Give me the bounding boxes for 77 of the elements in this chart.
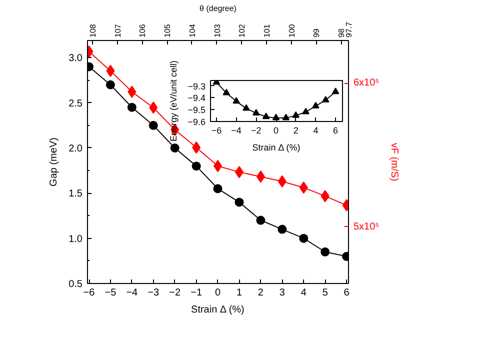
y-tick-label: 1.5 <box>68 188 83 200</box>
x-tick-label: −1 <box>190 288 202 298</box>
x-tick-label: −2 <box>169 288 181 298</box>
x-tick-label: −6 <box>83 288 96 298</box>
x2-tick-label: 107 <box>113 24 122 38</box>
point <box>322 96 330 102</box>
y-tick-label: 0.5 <box>68 279 83 290</box>
x-tick-label: −2 <box>251 126 262 136</box>
point <box>222 88 230 96</box>
x2-tick-label: 100 <box>287 24 296 38</box>
point <box>272 114 280 120</box>
point <box>282 114 290 120</box>
x2-tick-label: 98 <box>337 28 346 38</box>
point <box>106 64 115 77</box>
point <box>302 108 310 114</box>
y-tick-label: 2.5 <box>68 98 83 110</box>
x-tick-label: 0 <box>274 126 279 136</box>
point <box>278 224 287 234</box>
x2-tick-label: 101 <box>262 24 272 38</box>
x-tick-label: 6 <box>344 288 350 298</box>
x2-tick-label: 106 <box>138 24 148 38</box>
x2-tick-label: 108 <box>88 24 98 38</box>
point <box>127 102 136 112</box>
point <box>312 102 320 108</box>
point <box>148 120 158 130</box>
point <box>170 144 180 152</box>
y-tick-label: −9.6 <box>188 117 206 127</box>
y-axis-title: Gap (meV) <box>48 138 60 186</box>
x2-tick-label: 105 <box>163 24 172 38</box>
point <box>262 112 270 120</box>
point <box>232 97 240 104</box>
x2-tick-label: 102 <box>238 24 247 38</box>
point <box>234 198 244 207</box>
x-tick-label: 4 <box>300 288 307 298</box>
y-tick-label: 3.0 <box>68 53 83 64</box>
x-tick-label: −5 <box>104 288 117 298</box>
x-tick-label: −4 <box>126 288 138 298</box>
point <box>299 234 308 243</box>
x-tick-label: −3 <box>148 288 160 298</box>
x-tick-label: 2 <box>293 126 298 136</box>
x-tick-label: 6 <box>333 126 338 136</box>
x-tick-label: 1 <box>236 288 242 298</box>
point <box>256 216 266 225</box>
x-tick-label: 5 <box>322 288 328 298</box>
x-axis-title: Strain Δ (%) <box>191 304 244 316</box>
y-tick-label: −9.3 <box>188 81 206 92</box>
point <box>149 102 158 114</box>
x2-tick-label: 97.7 <box>344 21 354 38</box>
point <box>213 184 222 194</box>
x-tick-label: 0 <box>215 288 222 298</box>
x-tick-label: 4 <box>313 126 318 136</box>
point <box>192 162 201 171</box>
y-tick-label: −9.5 <box>188 105 206 116</box>
point <box>252 109 260 116</box>
y-tick-label: −9.4 <box>188 93 206 104</box>
point <box>332 88 340 94</box>
y2-tick-label: 5x10⁵ <box>354 221 380 232</box>
point <box>256 170 265 183</box>
x-axis-title: Strain Δ (%) <box>252 142 300 152</box>
x2-axis-title: θ (degree) <box>200 4 237 13</box>
point <box>320 247 330 256</box>
x2-tick-label: 103 <box>212 24 222 38</box>
point <box>106 80 115 90</box>
x2-tick-label: 104 <box>188 24 197 38</box>
x-tick-label: −4 <box>231 126 242 136</box>
y2-tick-label: 6x10⁵ <box>354 78 380 89</box>
point <box>242 104 250 111</box>
y2-axis-title: vF (m/S) <box>388 142 400 182</box>
x2-tick-label: 99 <box>312 28 322 38</box>
point <box>292 111 300 118</box>
point <box>128 86 136 98</box>
x-tick-label: 2 <box>258 288 264 298</box>
x-tick-label: 3 <box>279 288 286 298</box>
y-axis-title: Energy (eV/unit cell) <box>168 60 179 142</box>
y-tick-label: 2.0 <box>68 144 83 154</box>
x-tick-label: −6 <box>211 126 222 136</box>
y-tick-label: 1.0 <box>68 234 83 245</box>
